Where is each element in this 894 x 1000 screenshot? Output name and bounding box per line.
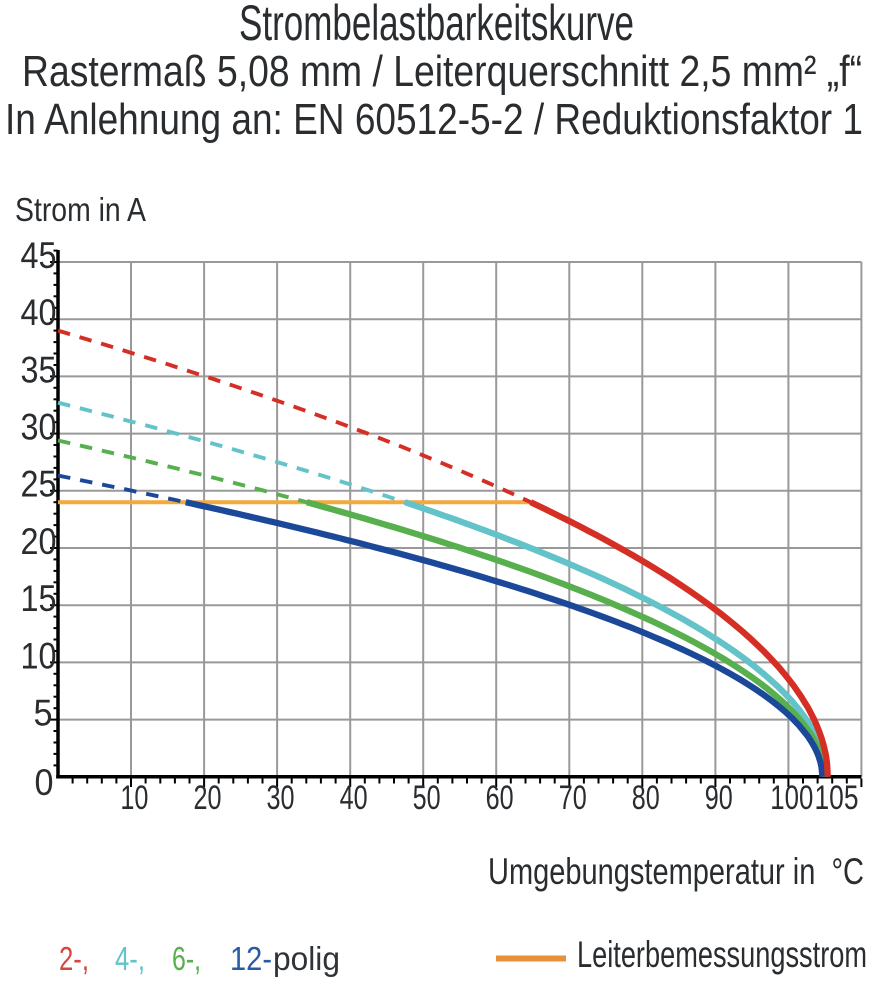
svg-text:40: 40	[21, 292, 57, 333]
svg-text:10: 10	[21, 635, 57, 676]
svg-text:15: 15	[21, 578, 57, 619]
svg-text:2-,4-,6-,12-polig: 2-, 4-, 6-, 12-polig	[59, 940, 340, 977]
svg-text:10: 10	[120, 779, 148, 817]
svg-text:50: 50	[413, 779, 441, 817]
svg-text:20: 20	[21, 521, 57, 562]
svg-text:30: 30	[267, 779, 295, 817]
svg-text:25: 25	[21, 464, 57, 505]
svg-text:80: 80	[632, 779, 660, 817]
svg-text:In Anlehnung an: EN 60512-5-2: In Anlehnung an: EN 60512-5-2 / Reduktio…	[5, 95, 863, 144]
svg-text:100: 100	[770, 779, 813, 817]
svg-text:30: 30	[21, 407, 57, 448]
svg-text:20: 20	[194, 779, 222, 817]
svg-text:Umgebungstemperatur in °C: Umgebungstemperatur in °C	[488, 851, 864, 892]
svg-text:Rastermaß 5,08 mm / Leiterquer: Rastermaß 5,08 mm / Leiterquerschnitt 2,…	[22, 47, 862, 96]
svg-text:40: 40	[340, 779, 368, 817]
svg-text:0: 0	[35, 762, 54, 803]
svg-text:45: 45	[21, 235, 57, 276]
svg-text:60: 60	[486, 779, 514, 817]
svg-text:90: 90	[705, 779, 733, 817]
svg-text:Strombelastbarkeitskurve: Strombelastbarkeitskurve	[239, 0, 634, 51]
svg-text:Leiterbemessungsstrom: Leiterbemessungsstrom	[577, 933, 867, 975]
svg-text:70: 70	[559, 779, 587, 817]
svg-text:35: 35	[21, 349, 57, 390]
svg-text:5: 5	[34, 693, 53, 734]
svg-text:Strom in A: Strom in A	[15, 191, 146, 228]
svg-text:105: 105	[815, 779, 859, 817]
